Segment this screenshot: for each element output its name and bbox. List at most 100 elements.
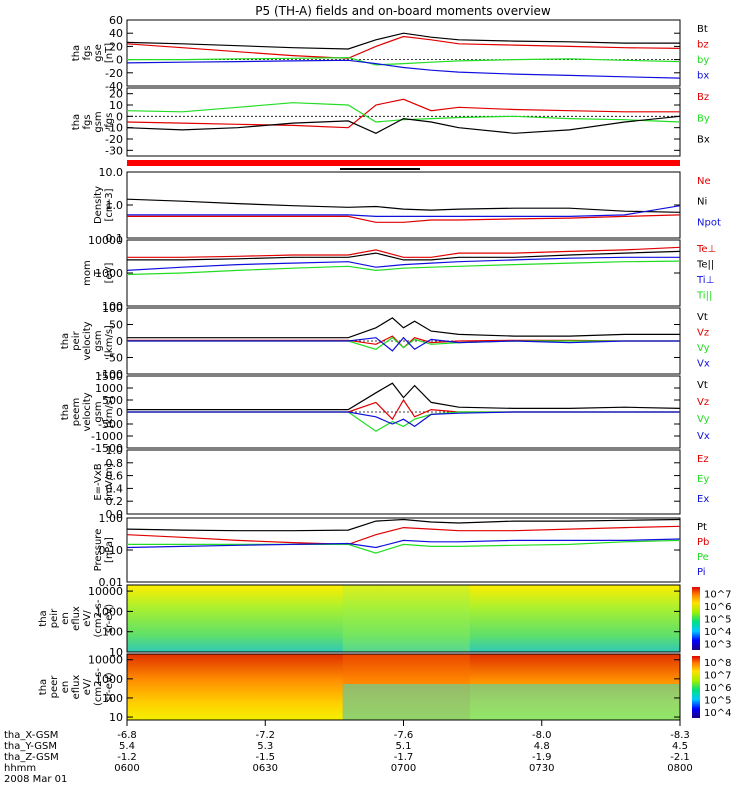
legend-label: Vy (697, 343, 710, 354)
y-axis-label: tha (71, 45, 82, 61)
y-axis-label: velocity (82, 321, 93, 360)
mode-indicator-bar (127, 160, 680, 166)
x-axis-row-label: 2008 Mar 01 (4, 774, 67, 785)
y-axis-label: peem (71, 398, 82, 426)
y-tick-label: 10.0 (99, 166, 124, 179)
x-tick-label: 0630 (253, 763, 278, 774)
y-axis-label: sr-eV) (104, 604, 115, 633)
y-tick-label: 40 (109, 27, 123, 40)
legend-label: Ni (697, 197, 707, 208)
colorbar-tick-label: 10^7 (704, 671, 731, 682)
legend-label: Npot (697, 217, 721, 228)
y-tick-label: 60 (109, 14, 123, 27)
y-axis-label: Pressure (93, 529, 104, 572)
series-line-peem_velocity (127, 382, 681, 411)
y-tick-label: -1000 (91, 430, 123, 443)
legend-label: Pb (697, 537, 709, 548)
y-axis-label: [mV/m] (104, 463, 115, 501)
panel-pressure: 1.00 0.10 0.01 Pressure [nPa] Pt Pb Pe Pi (93, 512, 709, 589)
series-line-density (127, 214, 681, 223)
y-tick-label: -10 (105, 122, 123, 135)
y-axis-label: T (93, 269, 104, 277)
x-axis-row-label: tha_X-GSM (4, 730, 58, 741)
y-tick-label: 1500 (95, 370, 123, 383)
legend-label: By (697, 113, 710, 124)
series-line-fgs_gsm (126, 98, 680, 129)
y-tick-label: 100 (102, 300, 123, 313)
y-axis-label: tha (60, 404, 71, 420)
legend-label: Te|| (696, 260, 714, 271)
legend-label: Bz (697, 92, 709, 103)
legend-label: Ti⊥ (696, 275, 714, 286)
legend-label: Vx (697, 359, 710, 370)
x-tick-label: -7.2 (255, 730, 275, 741)
y-tick-label: 10 (109, 646, 123, 659)
panel-frame (126, 239, 681, 307)
y-axis-label: en (60, 681, 71, 694)
series-line-density (127, 205, 681, 217)
series-line-fgs_gse (126, 59, 681, 79)
y-tick-label: 1.00 (99, 512, 124, 525)
y-tick-label: 100 (102, 692, 123, 705)
y-axis-label: (cm2-s- (93, 599, 104, 637)
panel-frame (126, 19, 681, 87)
x-tick-label: 0700 (391, 763, 416, 774)
legend-label: Vz (697, 397, 709, 408)
legend-label: Pe (697, 552, 709, 563)
series-line-pressure (126, 525, 681, 546)
x-tick-label: 0800 (667, 763, 692, 774)
y-tick-label: 0.10 (99, 544, 124, 557)
y-tick-label: 0.6 (106, 470, 124, 483)
y-axis-label: tha (71, 114, 82, 130)
x-tick-label: -8.0 (532, 730, 552, 741)
legend-label: Vz (697, 328, 709, 339)
x-tick-label: -6.8 (117, 730, 137, 741)
legend-label: Pi (697, 567, 706, 578)
y-tick-label: -1500 (91, 442, 123, 455)
y-tick-label: -20 (105, 133, 123, 146)
colorbar-tick-label: 10^5 (704, 695, 731, 706)
y-tick-label: 1.0 (106, 199, 124, 212)
x-tick-label: 5.4 (119, 741, 135, 752)
y-tick-label: 1000 (95, 382, 123, 395)
x-tick-label: -2.1 (670, 752, 690, 763)
x-tick-label: 5.1 (396, 741, 412, 752)
panel-peir_velocity: 100 50 0 -50 -100 tha peir velocity gsm [km/s] Vt V… (60, 302, 710, 381)
y-axis-label: eV/ (82, 678, 93, 695)
y-axis-label: [nT] (104, 43, 115, 63)
y-axis-label: sr-eV) (104, 672, 115, 701)
y-tick-label: 0.01 (99, 576, 124, 589)
y-axis-label: [km/s] (104, 396, 115, 428)
x-tick-label: 5.3 (257, 741, 273, 752)
legend-label: Ez (697, 454, 709, 465)
spectrogram-activity (342, 585, 470, 652)
colorbar-tick-label: 10^5 (704, 615, 731, 626)
y-tick-label: 0.8 (106, 457, 124, 470)
panel-peir_eflux: 10^7 10^6 10^510^4 10^3 10000 1000 100 10 tha pei… (38, 584, 731, 659)
legend-label: Ey (697, 474, 709, 485)
y-axis-label: gsm (93, 401, 104, 422)
series-line-temperature (126, 260, 681, 276)
colorbar-tick-label: 10^6 (704, 602, 731, 613)
y-tick-label: -40 (105, 80, 123, 93)
x-axis-row-label: tha_Y-GSM (4, 741, 57, 752)
y-axis-label: [cm-3] (104, 188, 115, 221)
series-line-temperature (126, 256, 680, 271)
x-tick-label: -7.6 (394, 730, 414, 741)
colorbar-tick-label: 10^4 (704, 708, 731, 719)
spectrogram-low-energy (342, 684, 680, 720)
y-tick-label: -20 (105, 67, 123, 80)
series-line-peem_velocity (127, 411, 680, 432)
series-line-temperature (127, 246, 681, 258)
y-axis-label: peer (49, 675, 60, 699)
y-tick-label: 500 (102, 394, 123, 407)
series-line-fgs_gse (127, 56, 681, 66)
burst-segment (340, 168, 420, 170)
x-tick-label: 0600 (114, 763, 139, 774)
y-axis-label: [nPa] (104, 537, 115, 563)
x-tick-label: 4.5 (672, 741, 688, 752)
